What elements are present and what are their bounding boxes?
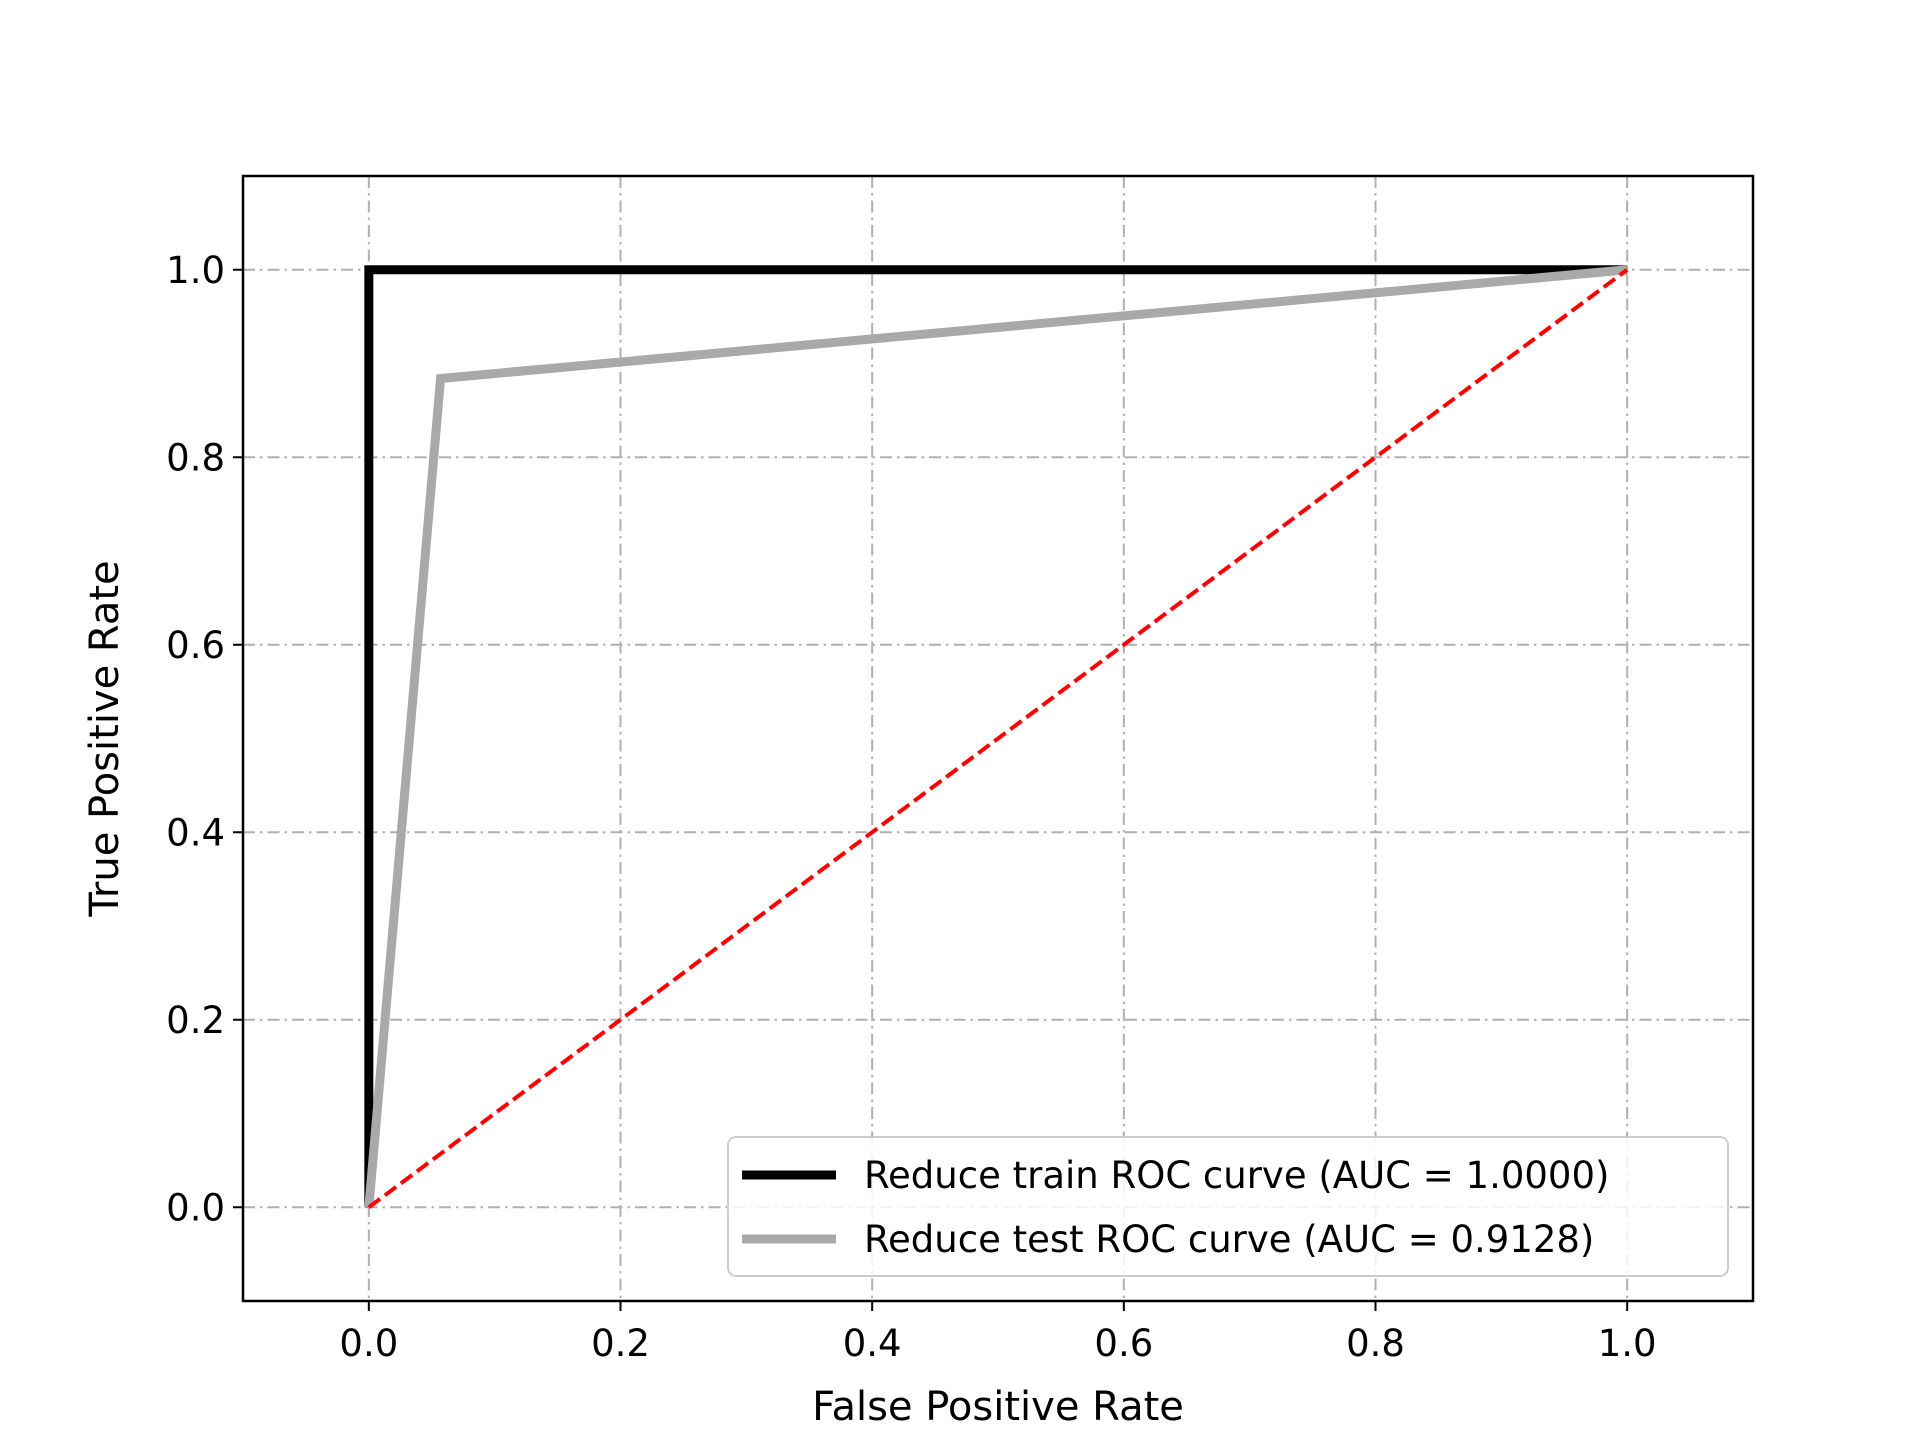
legend-entry: Reduce train ROC curve (AUC = 1.0000): [864, 1154, 1609, 1197]
y-axis-label: True Positive Rate: [82, 560, 128, 917]
x-tick-label: 0.8: [1346, 1322, 1405, 1365]
series-line-3: [367, 268, 1629, 1209]
legend-entry: Reduce test ROC curve (AUC = 0.9128): [864, 1218, 1594, 1261]
series-line-2: [364, 265, 1628, 1208]
x-tick-label: 0.2: [591, 1322, 650, 1365]
series-lines: [364, 265, 1629, 1209]
x-tick-label: 0.6: [1094, 1322, 1153, 1365]
axis-ticks: 0.0 0.2 0.4 0.6 0.8 1.0 0.0 0.2 0.4 0.6 0.8 1.0: [166, 249, 1656, 1365]
x-tick-label: 1.0: [1598, 1322, 1657, 1365]
y-tick-label: 0.4: [166, 811, 225, 854]
legend: Reduce train ROC curve (AUC = 1.0000) Red…: [727, 1136, 1729, 1277]
x-tick-label: 0.0: [339, 1322, 398, 1365]
legend-box: [727, 1136, 1729, 1277]
y-tick-label: 0.0: [166, 1186, 225, 1229]
x-tick-label: 0.4: [843, 1322, 902, 1365]
series-line-1: [364, 265, 1628, 1208]
y-tick-label: 0.6: [166, 624, 225, 667]
y-tick-label: 0.2: [166, 999, 225, 1042]
x-axis-label: False Positive Rate: [812, 1384, 1184, 1430]
plot-frame: [241, 174, 1755, 1303]
y-tick-label: 0.8: [166, 436, 225, 479]
y-tick-label: 1.0: [166, 249, 225, 292]
